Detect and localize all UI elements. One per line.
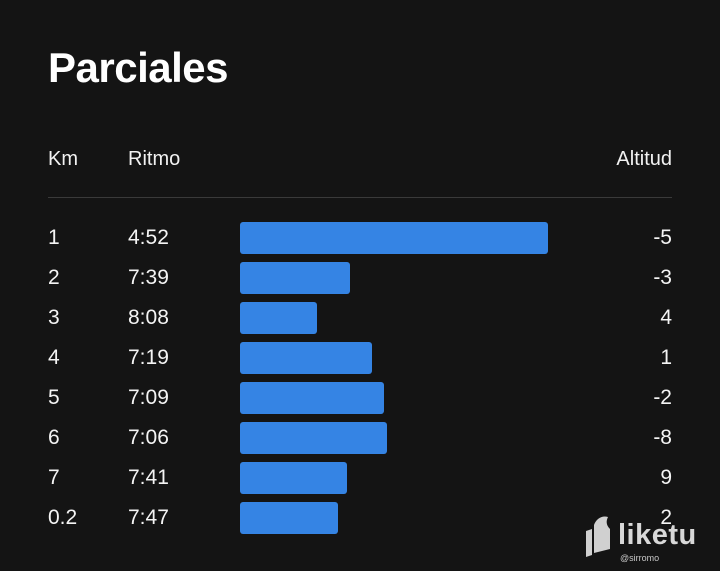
split-altitude: 4 — [660, 306, 672, 329]
split-row: 5 7:09 -2 — [0, 382, 720, 422]
split-km: 1 — [48, 226, 60, 249]
pace-bar — [240, 502, 338, 534]
split-altitude: -5 — [653, 226, 672, 249]
liketu-logo-icon — [586, 516, 610, 557]
pace-bar — [240, 302, 317, 334]
split-km: 4 — [48, 346, 60, 369]
splits-table-header: Km Ritmo Altitud — [0, 146, 720, 172]
watermark-brand: liketu — [618, 519, 697, 551]
split-altitude: -3 — [653, 266, 672, 289]
pace-column-header: Ritmo — [128, 148, 181, 170]
split-row: 1 4:52 -5 — [0, 222, 720, 262]
split-pace: 7:41 — [128, 466, 169, 489]
split-pace: 7:47 — [128, 506, 169, 529]
split-km: 2 — [48, 266, 60, 289]
watermark-handle: @sirromo — [620, 553, 660, 563]
split-km: 3 — [48, 306, 60, 329]
pace-bar — [240, 262, 350, 294]
split-pace: 7:19 — [128, 346, 169, 369]
split-km: 7 — [48, 466, 60, 489]
split-altitude: 9 — [660, 466, 672, 489]
split-row: 0.2 7:47 2 — [0, 502, 720, 542]
split-altitude: -8 — [653, 426, 672, 449]
pace-bar — [240, 462, 347, 494]
split-pace: 7:06 — [128, 426, 169, 449]
split-km: 5 — [48, 386, 60, 409]
split-row: 4 7:19 1 — [0, 342, 720, 382]
liketu-watermark: liketu @sirromo — [582, 511, 706, 563]
split-row: 7 7:41 9 — [0, 462, 720, 502]
split-row: 3 8:08 4 — [0, 302, 720, 342]
split-row: 6 7:06 -8 — [0, 422, 720, 462]
split-altitude: 2 — [660, 506, 672, 529]
split-pace: 4:52 — [128, 226, 169, 249]
pace-bar — [240, 422, 387, 454]
split-pace: 8:08 — [128, 306, 169, 329]
splits-table-body: 1 4:52 -5 2 7:39 -3 3 8:08 4 4 7:19 1 5 7:09 -2 6 7:06 -8… — [0, 222, 720, 542]
pace-bar — [240, 382, 384, 414]
pace-bar — [240, 222, 548, 254]
km-column-header: Km — [48, 148, 78, 170]
page-title: Parciales — [48, 44, 229, 91]
split-pace: 7:39 — [128, 266, 169, 289]
split-km: 6 — [48, 426, 60, 449]
header-divider — [48, 197, 672, 198]
split-altitude: 1 — [660, 346, 672, 369]
pace-bar — [240, 342, 372, 374]
split-km: 0.2 — [48, 506, 78, 529]
split-altitude: -2 — [653, 386, 672, 409]
altitude-column-header: Altitud — [616, 148, 672, 170]
split-row: 2 7:39 -3 — [0, 262, 720, 302]
split-pace: 7:09 — [128, 386, 169, 409]
